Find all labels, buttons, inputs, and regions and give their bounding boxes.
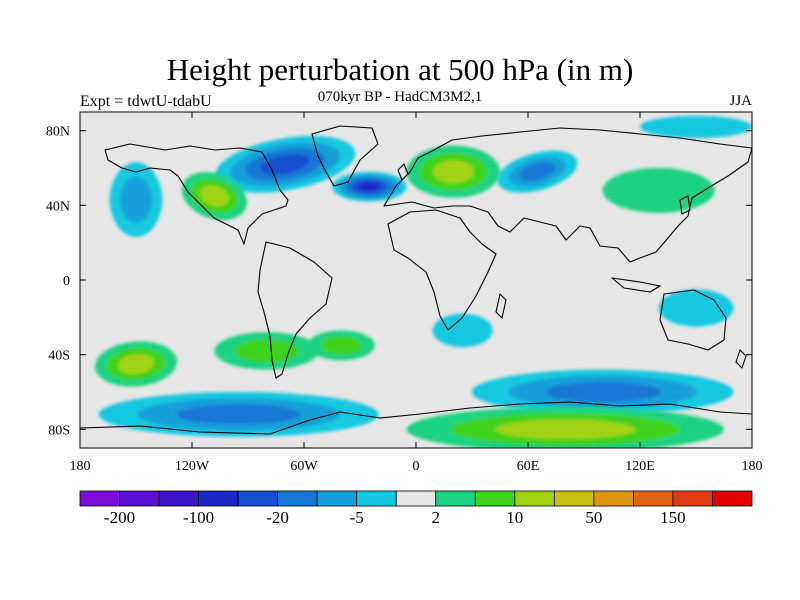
colorbar-swatch: [435, 490, 476, 507]
contour-band: [320, 336, 362, 355]
lon-tick-label: 60W: [290, 459, 318, 474]
contour-blob: [109, 162, 163, 237]
lon-tick-label: 120W: [175, 459, 210, 474]
contour-band: [358, 182, 380, 191]
longitude-axis: 180 120W 60W 0 60E 120E 180: [70, 112, 763, 474]
contour-blob: [658, 289, 734, 327]
coastline-madagascar: [495, 293, 507, 319]
contour-band: [260, 154, 310, 175]
contour-band: [117, 353, 155, 375]
contour-blob: [432, 313, 493, 348]
contour-blob: [98, 392, 379, 437]
colorbar-swatch: [198, 490, 239, 507]
map-panel: [79, 111, 753, 449]
coastline-australia: [659, 289, 727, 351]
latitude-axis: 80N 40N 0 40S 80S: [46, 125, 752, 438]
colorbar-swatch: [356, 490, 397, 507]
map-title: Height perturbation at 500 hPa (in m): [166, 52, 634, 87]
colorbar: -200 -100 -20 -5 2 10 50 150: [79, 490, 753, 527]
lat-tick-label: 40S: [48, 349, 70, 364]
lon-tick-label: 0: [413, 459, 420, 474]
contour-blob: [640, 115, 752, 139]
contour-band: [432, 160, 474, 184]
contour-band: [658, 289, 734, 327]
lon-tick-label: 120E: [625, 459, 655, 474]
colorbar-swatch: [553, 490, 595, 507]
lon-tick-label: 60E: [517, 459, 540, 474]
lat-tick-label: 80N: [46, 125, 70, 140]
coastline-greenland: [311, 125, 379, 187]
coastline-uk: [397, 163, 409, 181]
contour-blob: [602, 168, 715, 213]
colorbar-swatch: [474, 490, 516, 507]
contour-blob: [406, 406, 724, 448]
colorbar-swatch: [633, 490, 674, 507]
lon-tick-label: 180: [742, 459, 763, 474]
colorbar-swatch: [514, 490, 555, 507]
contour-blob: [214, 332, 319, 370]
lat-tick-label: 40N: [46, 199, 70, 214]
contour-blob: [95, 341, 177, 387]
lat-tick-label: 0: [63, 274, 70, 289]
contour-blob: [181, 172, 247, 220]
contour-blob: [215, 135, 356, 193]
colorbar-swatch: [277, 490, 318, 507]
contour-band: [494, 419, 636, 440]
contour-field-layer: [95, 115, 752, 448]
contour-band: [432, 313, 493, 348]
contour-band: [199, 185, 229, 207]
colorbar-swatch: [316, 490, 358, 507]
contour-band: [640, 115, 752, 139]
contour-blob: [332, 171, 407, 202]
contour-blob: [497, 150, 578, 193]
coastline-indonesia: [611, 277, 661, 293]
season-label: JJA: [729, 93, 752, 109]
colorbar-label: -100: [183, 508, 214, 527]
contour-band: [544, 382, 661, 402]
coastline-layer: [80, 125, 752, 435]
colorbar-label: 2: [432, 508, 441, 527]
contour-band: [519, 162, 556, 182]
contour-blob: [307, 330, 375, 361]
colorbar-label: 150: [660, 508, 686, 527]
map-subtitle: 070kyr BP - HadCM3M2,1: [317, 89, 483, 105]
colorbar-swatch: [79, 490, 120, 507]
colorbar-label: 10: [506, 508, 523, 527]
colorbar-swatch: [672, 490, 713, 507]
lat-tick-label: 80S: [48, 423, 70, 438]
contour-band: [176, 404, 301, 425]
coastline-new-zealand: [735, 349, 747, 369]
coastline-eurasia: [383, 127, 752, 263]
colorbar-label: -20: [266, 508, 289, 527]
colorbar-swatch: [712, 490, 753, 507]
colorbar-swatch: [395, 490, 437, 507]
coastline-south-america: [257, 241, 333, 379]
contour-band: [602, 168, 715, 213]
colorbar-label: -200: [104, 508, 135, 527]
coastline-antarctica: [80, 401, 752, 435]
colorbar-swatch: [593, 490, 634, 507]
coastline-africa: [387, 209, 497, 331]
contour-blob: [406, 145, 500, 198]
experiment-label: Expt = tdwtU-tdabU: [80, 93, 212, 110]
colorbar-label: -5: [350, 508, 364, 527]
contour-band: [234, 339, 299, 363]
coastline-japan: [679, 195, 691, 215]
lon-tick-label: 180: [70, 459, 91, 474]
colorbar-swatch: [119, 490, 160, 507]
colorbar-label: 50: [585, 508, 602, 527]
colorbar-swatch: [237, 490, 279, 507]
colorbar-swatch: [158, 490, 199, 507]
contour-band: [119, 176, 153, 223]
coastline-north-america: [104, 143, 289, 245]
